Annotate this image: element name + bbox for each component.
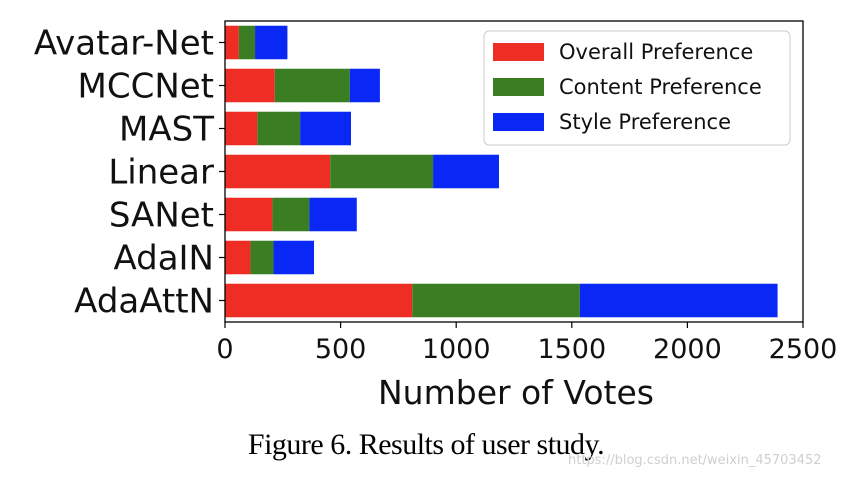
bars-layer bbox=[225, 25, 778, 318]
y-tick-label: AdaAttN bbox=[74, 282, 214, 322]
bar-avatar-net-series-2 bbox=[255, 25, 288, 60]
bar-adaattn-series-2 bbox=[579, 283, 778, 318]
bar-adain-series-0 bbox=[225, 240, 251, 275]
bar-linear-series-2 bbox=[433, 154, 499, 189]
y-tick-label: MCCNet bbox=[78, 67, 215, 107]
bar-sanet-series-2 bbox=[309, 197, 357, 232]
legend-label: Style Preference bbox=[559, 110, 731, 134]
x-tick-label: 1500 bbox=[537, 334, 606, 365]
bar-adaattn-series-0 bbox=[225, 283, 413, 318]
legend-swatch bbox=[493, 113, 544, 131]
legend: Overall Preference Content Preference Styl… bbox=[483, 30, 791, 146]
y-tick-label: Avatar-Net bbox=[34, 24, 214, 64]
y-tick-label: SANet bbox=[109, 196, 214, 236]
bar-avatar-net-series-1 bbox=[238, 25, 256, 60]
bar-avatar-net-series-0 bbox=[225, 25, 239, 60]
legend-label: Overall Preference bbox=[559, 40, 753, 64]
figure-caption: Figure 6. Results of user study. bbox=[247, 428, 605, 461]
x-axis-label: Number of Votes bbox=[378, 373, 654, 412]
y-tick-label: MAST bbox=[119, 110, 214, 150]
bar-mccnet-series-0 bbox=[225, 68, 275, 103]
watermark: https://blog.csdn.net/weixin_45703452 bbox=[568, 453, 822, 468]
bar-mast-series-1 bbox=[257, 111, 301, 146]
legend-box bbox=[483, 30, 791, 146]
x-tick-label: 0 bbox=[216, 334, 233, 365]
y-axis-ticks: Avatar-NetMCCNetMASTLinearSANetAdaINAdaA… bbox=[34, 24, 225, 322]
stacked-bar-chart: 0 500 1000 1500 2000 2500 Avatar-NetMCCNetMAS… bbox=[34, 20, 837, 412]
legend-swatch bbox=[493, 43, 544, 61]
bar-mccnet-series-2 bbox=[349, 68, 380, 103]
x-axis-ticks: 0 500 1000 1500 2000 2500 bbox=[216, 322, 837, 365]
bar-adain-series-1 bbox=[250, 240, 274, 275]
x-tick-label: 1000 bbox=[422, 334, 491, 365]
x-tick-label: 2000 bbox=[653, 334, 722, 365]
y-tick-label: Linear bbox=[108, 153, 214, 193]
bar-mast-series-2 bbox=[300, 111, 352, 146]
x-tick-label: 500 bbox=[315, 334, 367, 365]
bar-sanet-series-0 bbox=[225, 197, 273, 232]
bar-sanet-series-1 bbox=[272, 197, 310, 232]
bar-adain-series-2 bbox=[273, 240, 315, 275]
bar-mast-series-0 bbox=[225, 111, 258, 146]
legend-swatch bbox=[493, 78, 544, 96]
bar-mccnet-series-1 bbox=[274, 68, 350, 103]
bar-linear-series-0 bbox=[225, 154, 331, 189]
legend-label: Content Preference bbox=[559, 75, 762, 99]
x-tick-label: 2500 bbox=[769, 334, 838, 365]
y-tick-label: AdaIN bbox=[113, 239, 214, 279]
bar-adaattn-series-1 bbox=[412, 283, 580, 318]
bar-linear-series-1 bbox=[330, 154, 434, 189]
